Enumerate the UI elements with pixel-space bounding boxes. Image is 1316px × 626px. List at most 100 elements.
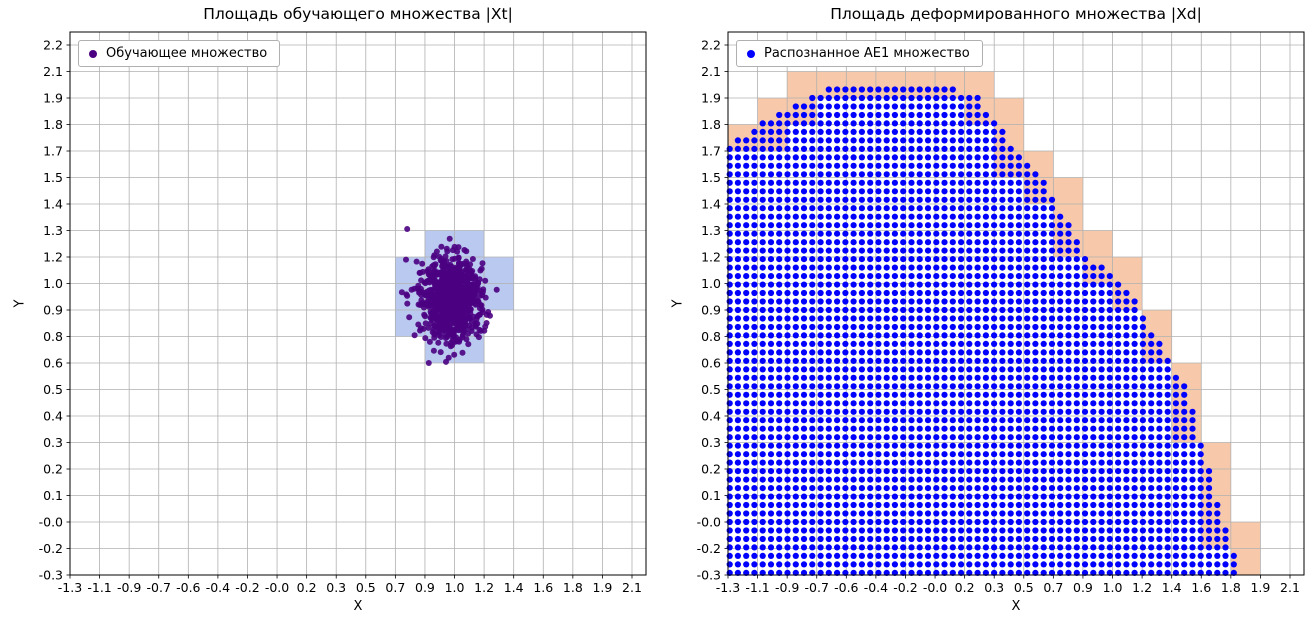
svg-text:-0.6: -0.6	[176, 580, 200, 595]
svg-text:1.3: 1.3	[43, 223, 63, 238]
training-set-panel: -1.3 -1.1 -0.9 -0.7 -0.6 -0.4 -0.2 -0.0 0.2 0.3 0.…	[12, 5, 647, 614]
deformed-set-panel: -1.3 -1.1 -0.9 -0.7 -0.6 -0.4 -0.2 -0.0 0.2 0.3 0.…	[658, 0, 1316, 626]
svg-text:0.3: 0.3	[43, 435, 63, 450]
svg-text:-1.1: -1.1	[745, 580, 769, 595]
svg-text:1.9: 1.9	[701, 91, 721, 106]
y-axis-label-right: Y	[670, 299, 686, 308]
legend-marker-icon	[747, 49, 755, 58]
svg-text:0.9: 0.9	[1073, 580, 1093, 595]
svg-text:-0.9: -0.9	[775, 580, 799, 595]
svg-text:1.3: 1.3	[701, 223, 721, 238]
svg-text:-1.1: -1.1	[87, 580, 111, 595]
svg-text:0.5: 0.5	[356, 580, 376, 595]
svg-text:0.9: 0.9	[43, 303, 63, 318]
x-axis-label-left: X	[353, 599, 363, 614]
svg-text:0.3: 0.3	[326, 580, 346, 595]
points-layer	[726, 86, 1237, 577]
svg-text:-1.3: -1.3	[716, 580, 740, 595]
svg-text:-0.9: -0.9	[117, 580, 141, 595]
svg-text:-0.0: -0.0	[265, 580, 289, 595]
chart-title-left: Площадь обучающего множества |Xt|	[203, 5, 513, 23]
svg-text:-0.0: -0.0	[697, 515, 721, 530]
tick-labels-layer: -1.3 -1.1 -0.9 -0.7 -0.6 -0.4 -0.2 -0.0 0.2 0.3 0.…	[697, 38, 1300, 596]
axes-spines	[727, 31, 1305, 576]
svg-text:1.8: 1.8	[1221, 580, 1241, 595]
svg-text:0.5: 0.5	[1014, 580, 1034, 595]
svg-text:1.7: 1.7	[43, 144, 63, 159]
svg-text:0.8: 0.8	[701, 329, 721, 344]
svg-text:-0.2: -0.2	[235, 580, 259, 595]
svg-text:2.1: 2.1	[1280, 580, 1300, 595]
legend-right: Распознанное AE1 множество	[736, 40, 983, 67]
svg-text:1.2: 1.2	[43, 250, 63, 265]
tick-labels-layer: -1.3 -1.1 -0.9 -0.7 -0.6 -0.4 -0.2 -0.0 0.2 0.3 0.…	[39, 38, 642, 596]
svg-text:-0.3: -0.3	[697, 568, 721, 583]
svg-text:1.2: 1.2	[701, 250, 721, 265]
svg-text:1.5: 1.5	[43, 170, 63, 185]
svg-text:0.6: 0.6	[701, 356, 721, 371]
svg-text:2.2: 2.2	[701, 38, 721, 53]
svg-text:1.6: 1.6	[533, 580, 553, 595]
svg-text:1.0: 1.0	[701, 276, 721, 291]
svg-text:1.4: 1.4	[504, 580, 524, 595]
y-axis-label-left: Y	[12, 299, 28, 308]
svg-text:2.2: 2.2	[43, 38, 63, 53]
svg-text:1.9: 1.9	[592, 580, 612, 595]
svg-text:1.5: 1.5	[701, 170, 721, 185]
svg-text:-0.0: -0.0	[39, 515, 63, 530]
svg-text:-0.6: -0.6	[834, 580, 858, 595]
svg-text:2.1: 2.1	[701, 64, 721, 79]
svg-text:-0.2: -0.2	[39, 541, 63, 556]
svg-text:0.2: 0.2	[701, 462, 721, 477]
svg-text:-0.2: -0.2	[697, 541, 721, 556]
svg-text:0.2: 0.2	[297, 580, 317, 595]
deformed-set-chart-canvas: -1.3 -1.1 -0.9 -0.7 -0.6 -0.4 -0.2 -0.0 0.2 0.3 0.…	[697, 31, 1305, 596]
svg-text:1.8: 1.8	[563, 580, 583, 595]
legend-label: Обучающее множество	[106, 46, 268, 61]
svg-text:-0.4: -0.4	[864, 580, 888, 595]
svg-text:1.4: 1.4	[1162, 580, 1182, 595]
svg-text:-0.7: -0.7	[805, 580, 829, 595]
svg-text:0.5: 0.5	[43, 382, 63, 397]
svg-text:0.6: 0.6	[43, 356, 63, 371]
legend-left: Обучающее множество	[78, 40, 281, 67]
training-set-chart-canvas: -1.3 -1.1 -0.9 -0.7 -0.6 -0.4 -0.2 -0.0 0.2 0.3 0.…	[39, 31, 647, 596]
svg-text:1.8: 1.8	[701, 117, 721, 132]
svg-text:1.0: 1.0	[1103, 580, 1123, 595]
svg-text:1.4: 1.4	[701, 197, 721, 212]
svg-text:0.3: 0.3	[984, 580, 1004, 595]
svg-text:-0.3: -0.3	[39, 568, 63, 583]
svg-text:0.5: 0.5	[701, 382, 721, 397]
svg-text:1.9: 1.9	[1250, 580, 1270, 595]
svg-text:0.1: 0.1	[43, 488, 63, 503]
legend-label: Распознанное AE1 множество	[764, 46, 970, 61]
svg-text:-0.7: -0.7	[147, 580, 171, 595]
svg-text:-0.2: -0.2	[893, 580, 917, 595]
svg-text:1.8: 1.8	[43, 117, 63, 132]
svg-text:1.9: 1.9	[43, 91, 63, 106]
svg-text:1.2: 1.2	[474, 580, 494, 595]
legend-marker-icon	[89, 49, 97, 58]
x-axis-label-right: X	[1011, 599, 1021, 614]
axes-spines	[69, 31, 647, 576]
svg-text:1.6: 1.6	[1191, 580, 1211, 595]
chart-title-right: Площадь деформированного множества |Xd|	[830, 5, 1202, 23]
svg-text:0.2: 0.2	[955, 580, 975, 595]
svg-text:1.0: 1.0	[43, 276, 63, 291]
svg-text:-0.4: -0.4	[206, 580, 230, 595]
svg-text:2.1: 2.1	[622, 580, 642, 595]
svg-text:1.4: 1.4	[43, 197, 63, 212]
svg-text:0.4: 0.4	[701, 409, 721, 424]
svg-text:0.3: 0.3	[701, 435, 721, 450]
svg-text:-0.0: -0.0	[923, 580, 947, 595]
svg-text:0.1: 0.1	[701, 488, 721, 503]
svg-text:1.0: 1.0	[445, 580, 465, 595]
svg-text:1.7: 1.7	[701, 144, 721, 159]
svg-text:0.4: 0.4	[43, 409, 63, 424]
svg-text:0.8: 0.8	[43, 329, 63, 344]
svg-text:0.2: 0.2	[43, 462, 63, 477]
grid-layer	[69, 32, 646, 576]
svg-text:0.9: 0.9	[415, 580, 435, 595]
svg-text:0.9: 0.9	[701, 303, 721, 318]
